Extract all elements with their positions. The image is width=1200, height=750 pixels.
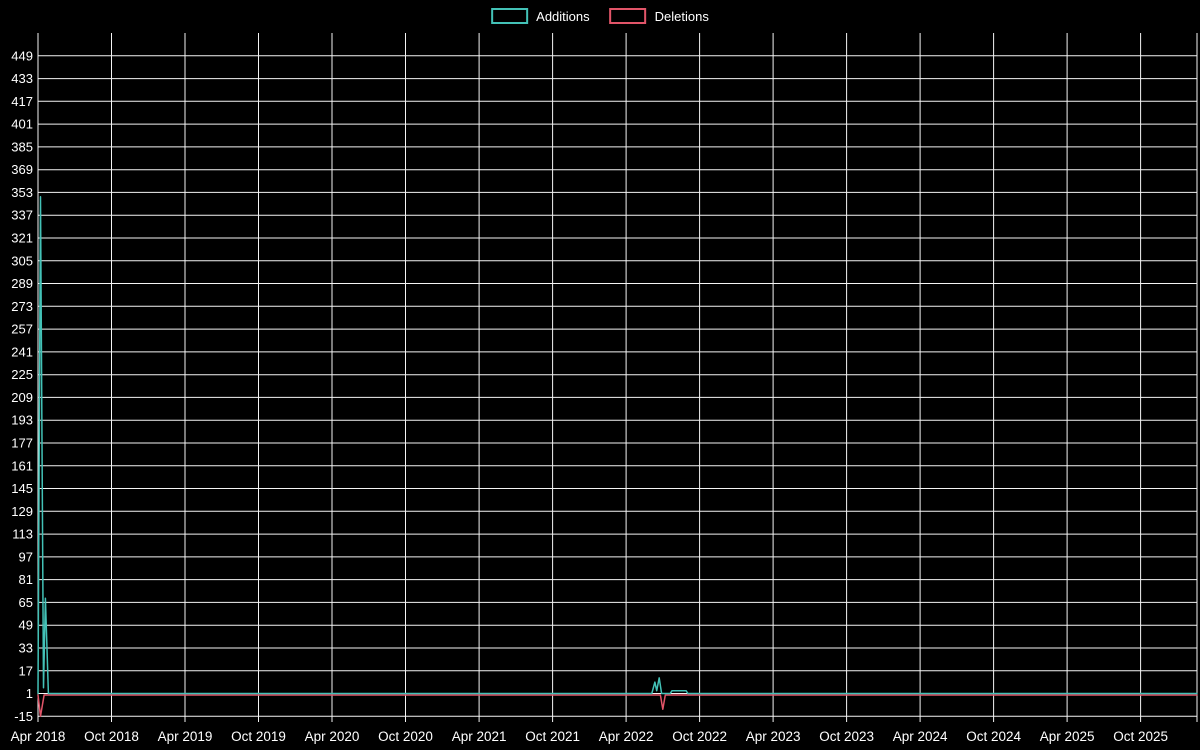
y-tick-label: 305: [11, 253, 33, 268]
y-tick-label: 369: [11, 162, 33, 177]
y-tick-label: 17: [19, 663, 33, 678]
y-tick-label: 1: [26, 686, 33, 701]
y-tick-label: 257: [11, 322, 33, 337]
y-tick-label: 177: [11, 436, 33, 451]
x-tick-label: Apr 2025: [1040, 729, 1095, 744]
x-tick-label: Oct 2025: [1113, 729, 1168, 744]
y-tick-label: 289: [11, 276, 33, 291]
x-tick-label: Oct 2023: [819, 729, 874, 744]
x-tick-label: Apr 2024: [893, 729, 948, 744]
additions-line: [37, 195, 1198, 695]
x-tick-label: Apr 2019: [158, 729, 213, 744]
y-tick-label: 193: [11, 413, 33, 428]
y-tick-label: 401: [11, 117, 33, 132]
y-tick-label: 449: [11, 48, 33, 63]
x-tick-label: Oct 2021: [525, 729, 580, 744]
x-tick-label: Apr 2020: [305, 729, 360, 744]
legend-label-additions: Additions: [536, 8, 590, 24]
x-tick-label: Apr 2022: [599, 729, 654, 744]
y-tick-label: 209: [11, 390, 33, 405]
y-tick-label: 81: [19, 572, 33, 587]
y-tick-label: 273: [11, 299, 33, 314]
y-tick-label: 353: [11, 185, 33, 200]
x-tick-label: Apr 2023: [746, 729, 801, 744]
y-tick-label: 97: [19, 549, 33, 564]
x-tick-label: Apr 2021: [452, 729, 507, 744]
legend-item-additions[interactable]: Additions: [491, 8, 590, 24]
y-tick-label: 33: [19, 641, 33, 656]
x-tick-label: Oct 2024: [966, 729, 1021, 744]
x-tick-label: Oct 2022: [672, 729, 727, 744]
y-tick-label: -15: [14, 709, 33, 724]
y-tick-label: 129: [11, 504, 33, 519]
y-tick-label: 433: [11, 71, 33, 86]
legend-item-deletions[interactable]: Deletions: [609, 8, 709, 24]
x-tick-label: Apr 2018: [11, 729, 66, 744]
legend-label-deletions: Deletions: [654, 8, 709, 24]
y-tick-label: 241: [11, 344, 33, 359]
deletions-line: [37, 694, 1198, 718]
y-tick-label: 145: [11, 481, 33, 496]
y-tick-label: 65: [19, 595, 33, 610]
y-tick-label: 417: [11, 94, 33, 109]
additions-swatch-icon: [491, 8, 529, 24]
y-tick-label: 161: [11, 458, 33, 473]
x-tick-label: Oct 2020: [378, 729, 433, 744]
y-tick-label: 337: [11, 208, 33, 223]
x-tick-label: Oct 2018: [84, 729, 139, 744]
y-tick-label: 49: [19, 618, 33, 633]
y-tick-label: 385: [11, 139, 33, 154]
y-tick-label: 225: [11, 367, 33, 382]
deletions-swatch-icon: [609, 8, 647, 24]
y-tick-label: 113: [12, 527, 33, 542]
y-tick-label: 321: [11, 231, 33, 246]
x-tick-label: Oct 2019: [231, 729, 286, 744]
chart-legend: Additions Deletions: [491, 8, 709, 24]
